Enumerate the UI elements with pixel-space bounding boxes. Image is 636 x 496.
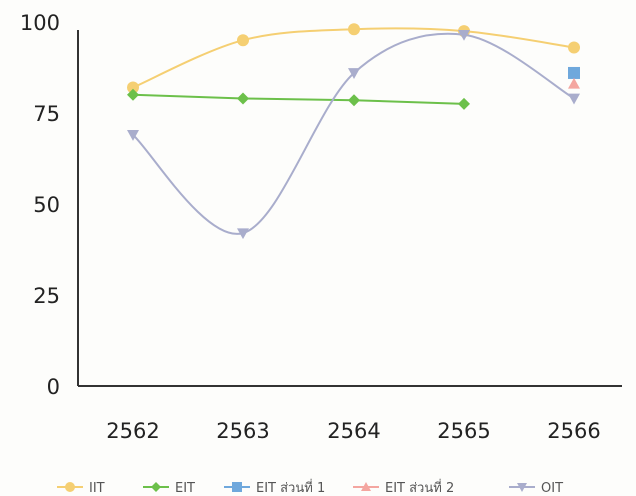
series-oit [127,29,580,240]
legend-label: OIT [541,481,563,496]
data-point [568,41,580,54]
legend-label: EIT ส่วนที่ 2 [385,479,454,496]
y-tick-label: 50 [33,193,60,217]
legend-label: EIT ส่วนที่ 1 [256,479,325,496]
axes: 0 25 50 75 100 2562 2563 2564 2565 2566 [20,11,622,443]
legend-item: IIT [57,481,105,496]
legend-marker [65,482,75,492]
x-tick-label: 2562 [106,419,159,443]
legend-marker [361,482,371,491]
data-point [237,228,249,240]
legend-marker [151,482,161,492]
data-point [568,66,580,79]
data-point [348,94,360,107]
legend-item: EIT ส่วนที่ 2 [353,479,454,496]
x-tick-label: 2563 [216,419,269,443]
series-iit [127,23,580,94]
y-tick-label: 25 [33,284,60,308]
legend-marker [517,483,527,492]
y-tick-label: 0 [47,375,60,399]
data-point [458,97,470,110]
legend-label: IIT [89,481,105,496]
series-eit-2 [568,77,580,89]
data-point [348,23,360,36]
series-line [132,93,465,105]
series-line [132,27,575,89]
data-point [458,29,470,41]
data-point [237,34,249,47]
legend-label: EIT [175,481,195,496]
series-layer [127,23,580,240]
legend-marker [232,482,242,492]
legend-item: EIT ส่วนที่ 1 [224,479,325,496]
data-point [127,88,139,101]
legend-item: OIT [509,481,563,496]
data-point [237,92,249,105]
data-point [568,93,580,105]
y-tick-label: 100 [20,11,60,35]
series-line [132,32,575,235]
data-point [348,68,360,79]
legend-item: EIT [143,481,195,496]
x-tick-label: 2564 [327,419,380,443]
x-tick-label: 2566 [547,419,600,443]
data-point [127,81,139,94]
series-eit-1 [568,66,580,79]
data-point [568,77,580,89]
data-point [127,130,139,141]
y-tick-label: 75 [33,102,60,126]
x-tick-label: 2565 [437,419,490,443]
series-eit [127,88,470,110]
legend: IIT EIT EIT ส่วนที่ 1 EIT ส่วนที่ 2 OIT [57,479,563,496]
